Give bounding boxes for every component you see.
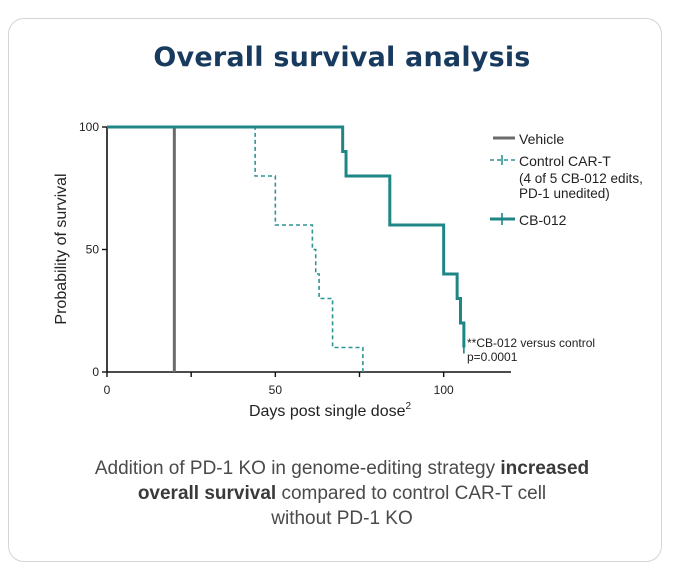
y-axis-label: Probability of survival bbox=[53, 173, 70, 324]
y-tick-label: 0 bbox=[92, 365, 99, 379]
y-tick-label: 100 bbox=[79, 120, 99, 134]
x-axis-label-sup: 2 bbox=[405, 401, 411, 412]
x-axis-label: Days post single dose2 bbox=[249, 401, 412, 420]
x-tick-label: 0 bbox=[104, 383, 111, 397]
caption: Addition of PD-1 KO in genome-editing st… bbox=[40, 456, 644, 531]
series-line-control-car-t bbox=[107, 126, 364, 372]
caption-text-2: compared to control CAR-T cell bbox=[276, 483, 547, 504]
annotation-line-1: **CB-012 versus control bbox=[467, 336, 595, 350]
legend: Vehicle Control CAR-T (4 of 5 CB-012 edi… bbox=[490, 131, 643, 228]
caption-text-3: without PD-1 KO bbox=[271, 508, 413, 529]
series-group bbox=[107, 125, 466, 372]
y-tick-label: 50 bbox=[86, 243, 100, 257]
series-line-cb-012 bbox=[107, 125, 466, 348]
caption-bold-2: overall survival bbox=[137, 483, 277, 504]
x-axis-label-text: Days post single dose bbox=[249, 403, 406, 420]
axes bbox=[106, 127, 511, 373]
legend-label-control-2: (4 of 5 CB-012 edits, bbox=[519, 171, 643, 186]
legend-label-control-3: PD-1 unedited) bbox=[519, 186, 610, 201]
x-tick-label: 50 bbox=[269, 383, 283, 397]
chart-card bbox=[8, 18, 662, 562]
legend-label-control-1: Control CAR-T bbox=[519, 153, 611, 169]
chart-title: Overall survival analysis bbox=[153, 42, 531, 73]
x-tick-label: 100 bbox=[434, 383, 454, 397]
annotation-line-2: p=0.0001 bbox=[467, 350, 518, 364]
ticks: 0 50 100 0 50 100 bbox=[79, 120, 454, 397]
caption-bold-1: increased bbox=[500, 458, 590, 479]
caption-text-1: Addition of PD-1 KO in genome-editing st… bbox=[94, 458, 501, 479]
series-line-vehicle bbox=[107, 125, 176, 372]
legend-label-vehicle: Vehicle bbox=[519, 131, 564, 147]
legend-label-cb012: CB-012 bbox=[519, 212, 567, 228]
